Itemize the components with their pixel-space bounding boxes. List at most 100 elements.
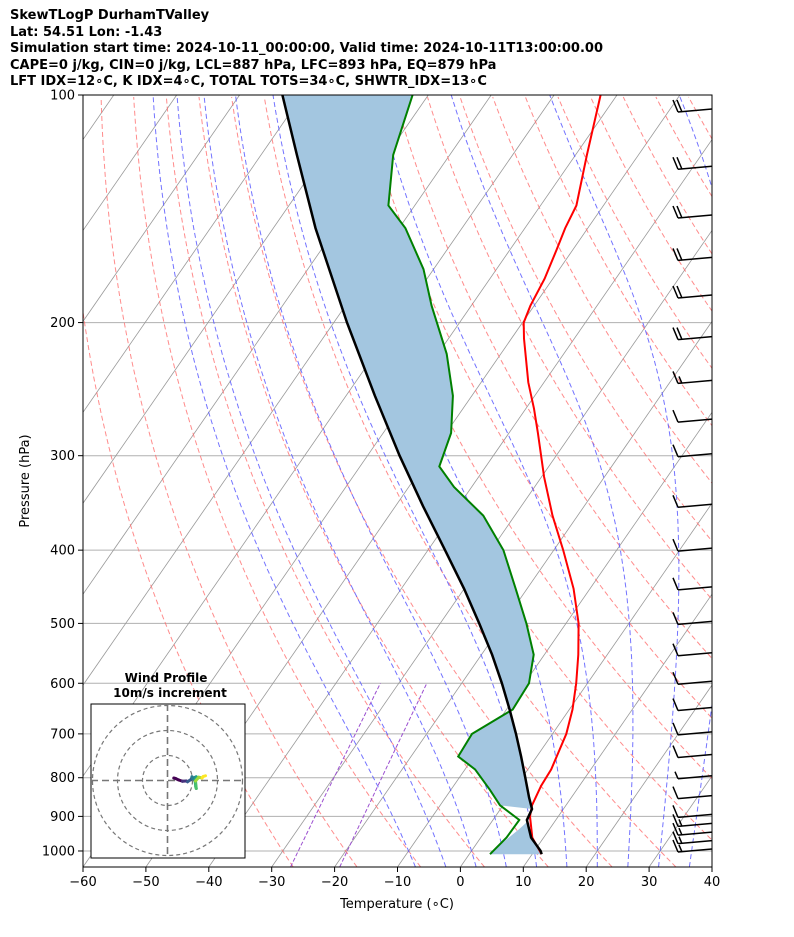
isotherm-10 (522, 593, 712, 867)
isotherm--10 (397, 411, 712, 867)
y-tick-label: 200 (50, 316, 75, 331)
wind-barb (672, 99, 713, 113)
dry-adiabat (688, 96, 712, 140)
inset-title: Wind Profile (125, 671, 208, 685)
wind-barb (672, 205, 713, 219)
mixing-ratio-line (290, 683, 381, 867)
wind-barb (672, 786, 713, 800)
x-axis-label: Temperature (∘C) (339, 897, 454, 912)
dry-adiabat (165, 96, 485, 867)
wind-barb (672, 643, 713, 657)
wind-barb (672, 248, 713, 262)
y-tick-label: 1000 (42, 844, 75, 859)
wind-barb (672, 327, 713, 341)
isotherm-20 (585, 684, 712, 867)
x-tick-label: −40 (195, 875, 222, 890)
x-tick-label: −10 (384, 875, 411, 890)
dry-adiabat (427, 96, 712, 601)
dry-adiabat (655, 96, 712, 198)
moist-adiabat (272, 95, 538, 867)
title-times: Simulation start time: 2024-10-11_00:00:… (10, 41, 603, 56)
isotherm-30 (648, 775, 712, 867)
isotherm-50 (775, 95, 794, 867)
y-tick-label: 800 (50, 771, 75, 786)
isotherm-0 (460, 502, 712, 867)
wind-barb (672, 671, 713, 686)
title-cape: CAPE=0 j/kg, CIN=0 j/kg, LCL=887 hPa, LF… (10, 57, 497, 73)
x-tick-label: 40 (704, 875, 721, 890)
y-axis-label: Pressure (hPa) (18, 434, 33, 527)
dry-adiabat (524, 96, 712, 427)
y-tick-label: 900 (50, 810, 75, 825)
wind-barb (672, 444, 713, 458)
y-tick-label: 600 (50, 677, 75, 692)
wind-barb (672, 839, 713, 853)
wind-barb (672, 698, 713, 712)
wind-barb (672, 612, 713, 626)
dry-adiabat (198, 96, 549, 867)
x-tick-label: −60 (69, 875, 96, 890)
sounding-traces (281, 95, 602, 855)
dewpoint-line (387, 95, 535, 855)
x-tick-label: −30 (258, 875, 285, 890)
moist-adiabat (752, 95, 794, 867)
x-tick-label: −20 (321, 875, 348, 890)
wind-barb (672, 822, 713, 836)
dry-adiabat (590, 96, 712, 312)
title-indices: LFT IDX=12∘C, K IDX=4∘C, TOTAL TOTS=34∘C… (10, 74, 487, 89)
inset-body (91, 704, 245, 858)
x-tick-label: 30 (641, 875, 658, 890)
temperature-line (522, 95, 602, 855)
wind-profile-inset: Wind Profile 10m/s increment (90, 671, 246, 859)
wind-barb (672, 495, 713, 509)
mixing-ratio-line (339, 683, 428, 867)
isotherm--40 (208, 138, 712, 867)
wind-barb (672, 285, 713, 299)
wind-barb (674, 771, 713, 780)
moist-adiabat (549, 95, 680, 867)
isotherm-40 (711, 866, 712, 867)
wind-barb (672, 722, 713, 736)
dry-adiabat (394, 96, 712, 660)
axes: −60 −50 −40 −30 −20 −10 0 10 20 30 40 100 200 300 400 5… (42, 89, 720, 891)
moist-adiabat (720, 95, 794, 867)
dry-adiabat (721, 97, 794, 867)
x-tick-label: 0 (456, 875, 464, 890)
isotherm--110 (83, 95, 303, 414)
inset-subtitle: 10m/s increment (113, 686, 227, 700)
dry-adiabat (557, 96, 712, 370)
dry-adiabat (100, 96, 358, 867)
dry-adiabat (133, 96, 422, 867)
y-tick-label: 400 (50, 544, 75, 559)
wind-barb (672, 831, 713, 845)
low-shading (490, 809, 542, 855)
wind-barbs (672, 99, 713, 853)
wind-barb (672, 814, 713, 828)
wind-barb (672, 538, 713, 552)
wind-barb (672, 156, 713, 171)
y-tick-label: 300 (50, 449, 75, 464)
wind-barb (672, 409, 713, 423)
dry-adiabat (786, 97, 794, 867)
moist-adiabat (318, 95, 568, 867)
hodograph-segment (201, 774, 207, 778)
dry-adiabat (263, 96, 677, 867)
wind-barb (672, 577, 713, 591)
wind-barb (672, 745, 713, 759)
title-station: SkewTLogP DurhamTValley (10, 8, 210, 23)
dry-adiabat (459, 96, 712, 542)
moist-adiabat (203, 95, 477, 867)
x-tick-label: 10 (515, 875, 532, 890)
chart-title-block: SkewTLogP DurhamTValley Lat: 54.51 Lon: … (10, 8, 603, 91)
y-tick-label: 500 (50, 617, 75, 632)
y-tick-label: 100 (50, 89, 75, 104)
isotherm--100 (83, 95, 366, 504)
wind-barb (672, 805, 713, 819)
y-tick-label: 700 (50, 727, 75, 742)
parcel-line (281, 95, 543, 855)
wind-barb (672, 371, 713, 385)
isotherm--20 (334, 320, 712, 867)
title-latlon: Lat: 54.51 Lon: -1.43 (10, 24, 163, 40)
moist-adiabat (152, 95, 416, 867)
